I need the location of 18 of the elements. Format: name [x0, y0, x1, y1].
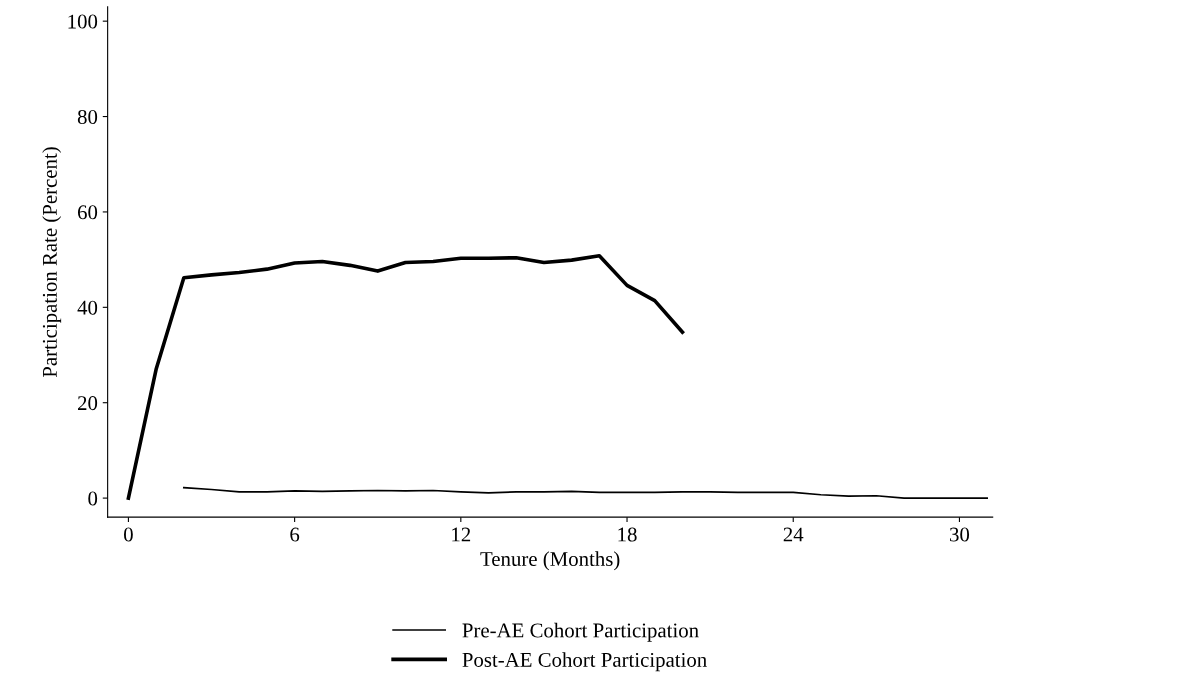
- x-axis-title: Tenure (Months): [480, 551, 620, 571]
- y-tick-label: 0: [88, 491, 98, 506]
- x-tick-label: 0: [124, 527, 133, 542]
- x-tick-label: 12: [452, 527, 471, 542]
- y-tick-label: 40: [77, 300, 98, 315]
- line-series: [126, 254, 685, 500]
- y-tick-label: 80: [77, 109, 98, 124]
- legend-label: Pre-AE Cohort Participation: [462, 622, 699, 642]
- line-series: [182, 486, 988, 499]
- y-tick-label: 100: [68, 14, 98, 29]
- legend-label: Post-AE Cohort Participation: [462, 652, 707, 672]
- x-tick-label: 6: [290, 527, 300, 542]
- x-tick-label: 24: [783, 527, 804, 542]
- y-tick-label: 20: [78, 396, 98, 411]
- y-axis-title: Participation Rate (Percent): [42, 147, 62, 378]
- x-tick-label: 30: [950, 527, 970, 542]
- x-tick-label: 18: [618, 527, 637, 542]
- y-tick-label: 60: [77, 205, 98, 220]
